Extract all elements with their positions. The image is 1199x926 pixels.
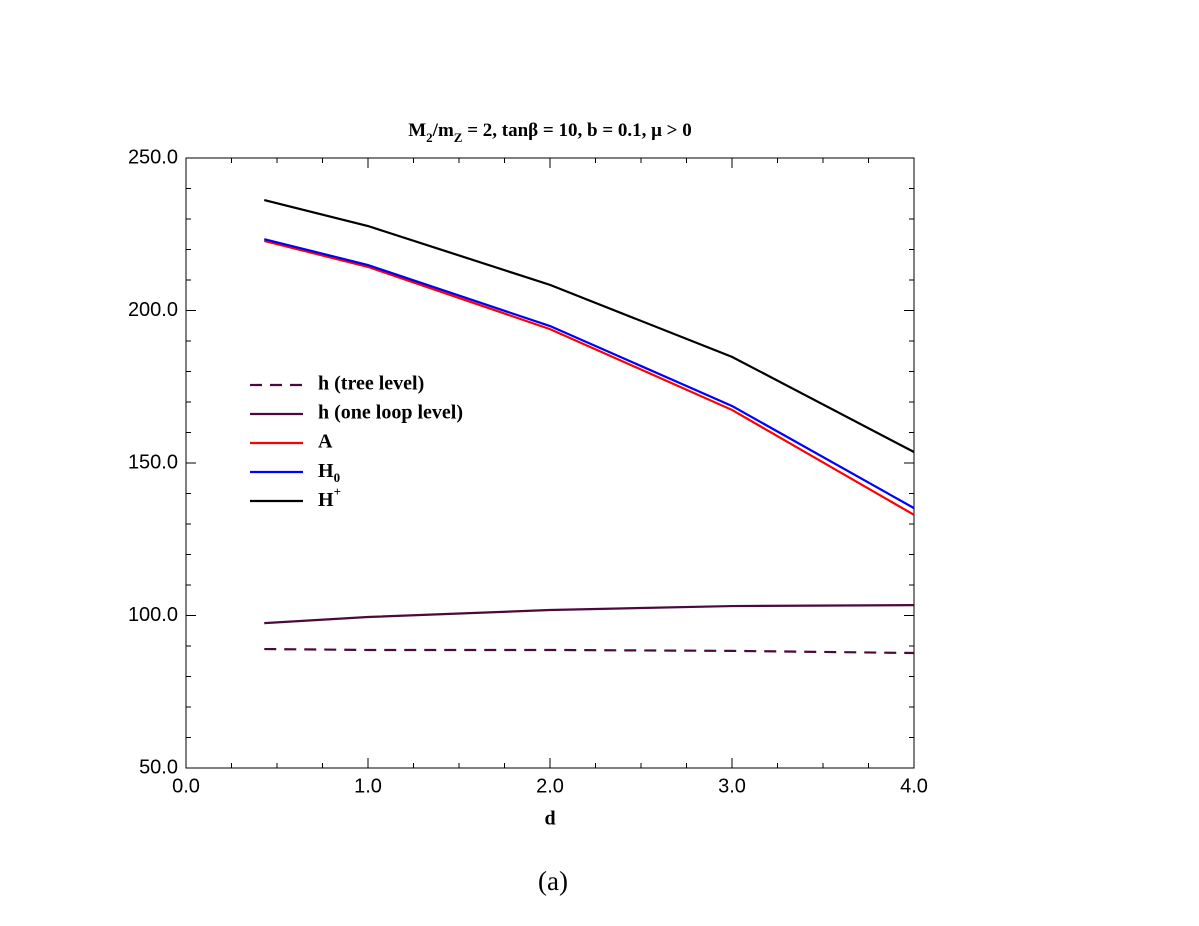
y-tick-label: 50.0 <box>139 756 178 778</box>
x-tick-label: 3.0 <box>718 775 746 797</box>
caption: (a) <box>538 866 568 896</box>
x-tick-label: 4.0 <box>900 775 928 797</box>
legend-label: h (tree level) <box>318 373 424 395</box>
series-line <box>263 199 915 453</box>
series-line <box>263 239 915 516</box>
legend-label: H+ <box>318 484 341 510</box>
x-tick-label: 2.0 <box>536 775 564 797</box>
x-tick-label: 1.0 <box>354 775 382 797</box>
x-tick-label: 0.0 <box>172 775 200 797</box>
title-part: /m <box>432 120 454 141</box>
series-line <box>263 238 915 510</box>
y-tick-label: 250.0 <box>128 146 178 168</box>
y-tick-label: 100.0 <box>128 604 178 626</box>
legend-label: H0 <box>318 460 340 486</box>
legend-label: A <box>318 431 333 453</box>
title-part: = 2, tanβ = 10, b = 0.1, μ > 0 <box>462 120 691 141</box>
y-tick-label: 150.0 <box>128 451 178 473</box>
y-tick-label: 200.0 <box>128 299 178 321</box>
series-line <box>264 647 915 655</box>
legend-label: h (one loop level) <box>318 402 463 424</box>
series-line <box>264 604 915 625</box>
x-axis-label: d <box>544 808 555 830</box>
chart-title: M2/mZ = 2, tanβ = 10, b = 0.1, μ > 0 <box>408 120 692 145</box>
title-part: M <box>408 120 426 141</box>
title-part: 2 <box>426 130 433 145</box>
title-part: Z <box>454 130 463 145</box>
